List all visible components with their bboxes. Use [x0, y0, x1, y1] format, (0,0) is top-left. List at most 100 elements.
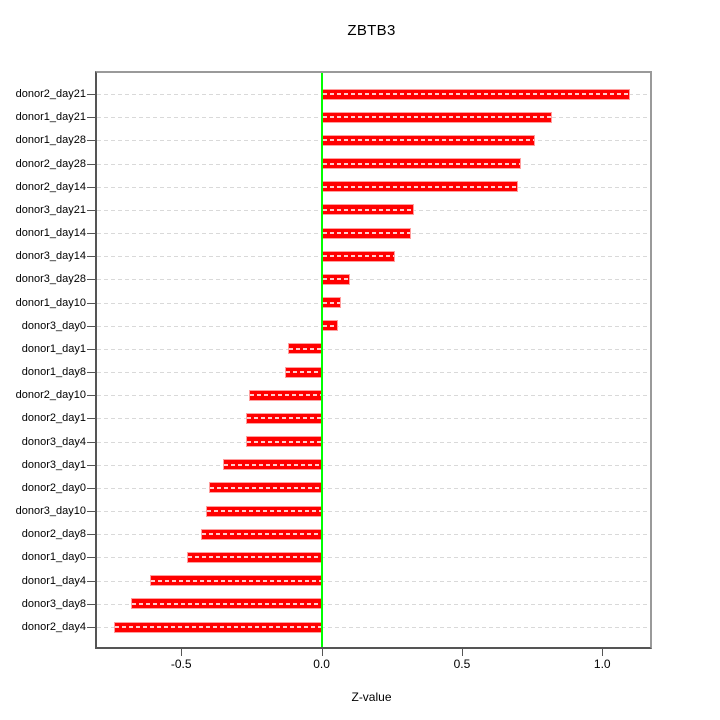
bar-donor2_day4 [113, 621, 322, 633]
y-tick [87, 557, 95, 559]
x-tick [602, 649, 604, 656]
bar-donor2_day21 [321, 88, 631, 100]
category-label-donor3_day21: donor3_day21 [15, 203, 86, 216]
bar-grid-overlay [322, 162, 520, 165]
zero-line [320, 73, 323, 647]
bar-donor2_day10 [248, 389, 322, 401]
y-tick [87, 627, 95, 628]
bar-grid-overlay [322, 301, 341, 304]
y-tick [87, 209, 95, 211]
category-label-donor1_day8: donor1_day8 [21, 366, 86, 379]
category-label-donor3_day8: donor3_day8 [21, 597, 86, 610]
bar-donor1_day10 [321, 297, 342, 309]
gridline [97, 580, 650, 582]
bar-donor1_day4 [150, 575, 322, 587]
category-label-donor2_day14: donor2_day14 [15, 180, 86, 193]
category-label-donor1_day28: donor1_day28 [15, 134, 86, 147]
category-label-donor2_day0: donor2_day0 [21, 481, 86, 494]
bar-grid-overlay [322, 255, 394, 258]
bar-grid-overlay [114, 626, 321, 628]
bar-grid-overlay [322, 324, 338, 327]
bar-grid-overlay [224, 463, 321, 466]
y-tick [87, 163, 95, 165]
gridline [97, 603, 650, 605]
bar-donor1_day1 [287, 343, 322, 355]
bar-grid-overlay [322, 116, 551, 119]
y-tick [87, 603, 95, 605]
gridline [97, 279, 650, 281]
gridline [97, 372, 650, 374]
gridline [97, 511, 650, 513]
y-tick [87, 325, 95, 327]
y-tick [87, 511, 95, 513]
gridline [97, 441, 650, 443]
gridline [97, 627, 650, 628]
y-tick [87, 302, 95, 304]
bar-donor2_day14 [321, 181, 519, 193]
bar-donor1_day21 [321, 111, 552, 123]
y-tick [87, 140, 95, 142]
gridline [97, 534, 650, 536]
gridline [97, 348, 650, 350]
bar-donor3_day21 [321, 204, 415, 216]
x-tick [181, 649, 183, 656]
y-tick [87, 418, 95, 420]
gridline [97, 302, 650, 304]
category-label-donor2_day28: donor2_day28 [15, 157, 86, 170]
category-label-donor3_day14: donor3_day14 [15, 250, 86, 263]
bar-donor3_day1 [223, 459, 322, 471]
bar-grid-overlay [151, 579, 321, 582]
bar-grid-overlay [249, 394, 321, 397]
bar-donor3_day0 [321, 320, 339, 332]
y-tick [87, 279, 95, 281]
bar-grid-overlay [246, 440, 321, 443]
x-tick-label: 1.0 [593, 657, 611, 671]
category-label-donor1_day4: donor1_day4 [21, 574, 86, 587]
y-tick [87, 348, 95, 350]
category-label-donor3_day0: donor3_day0 [21, 319, 86, 332]
x-tick-label: -0.5 [170, 657, 192, 671]
gridline [97, 557, 650, 559]
bar-donor3_day8 [130, 598, 322, 610]
x-tick [461, 649, 463, 656]
bar-grid-overlay [322, 93, 630, 95]
x-tick [321, 649, 323, 656]
bar-grid-overlay [207, 510, 321, 513]
category-label-donor1_day21: donor1_day21 [15, 111, 86, 124]
bar-grid-overlay [322, 185, 518, 188]
category-label-donor3_day28: donor3_day28 [15, 273, 86, 286]
y-tick [87, 464, 95, 466]
category-label-donor1_day10: donor1_day10 [15, 296, 86, 309]
bar-donor1_day8 [285, 366, 322, 378]
bar-grid-overlay [210, 486, 321, 489]
gridline [97, 464, 650, 466]
gridline [97, 325, 650, 327]
bar-donor3_day14 [321, 250, 395, 262]
bar-donor1_day14 [321, 227, 412, 239]
x-axis-label: Z-value [351, 690, 392, 704]
bar-donor3_day4 [245, 436, 322, 448]
category-label-donor2_day21: donor2_day21 [15, 88, 86, 100]
category-label-donor3_day4: donor3_day4 [21, 435, 86, 448]
category-label-donor3_day10: donor3_day10 [15, 505, 86, 518]
bar-grid-overlay [322, 208, 414, 211]
y-tick [87, 117, 95, 119]
bar-donor2_day8 [200, 528, 322, 540]
category-label-donor1_day1: donor1_day1 [21, 342, 86, 355]
bar-grid-overlay [201, 533, 321, 536]
y-tick [87, 580, 95, 582]
y-tick [87, 372, 95, 374]
bar-donor1_day0 [186, 551, 322, 563]
category-label-donor2_day10: donor2_day10 [15, 389, 86, 402]
chart-title: ZBTB3 [347, 22, 396, 39]
bar-donor3_day28 [321, 273, 350, 285]
y-tick [87, 256, 95, 258]
gridline [97, 487, 650, 489]
category-label-donor2_day8: donor2_day8 [21, 528, 86, 541]
x-tick-label: 0.5 [453, 657, 471, 671]
y-tick [87, 534, 95, 536]
y-tick [87, 186, 95, 188]
gridline [97, 418, 650, 420]
bar-grid-overlay [322, 232, 411, 235]
